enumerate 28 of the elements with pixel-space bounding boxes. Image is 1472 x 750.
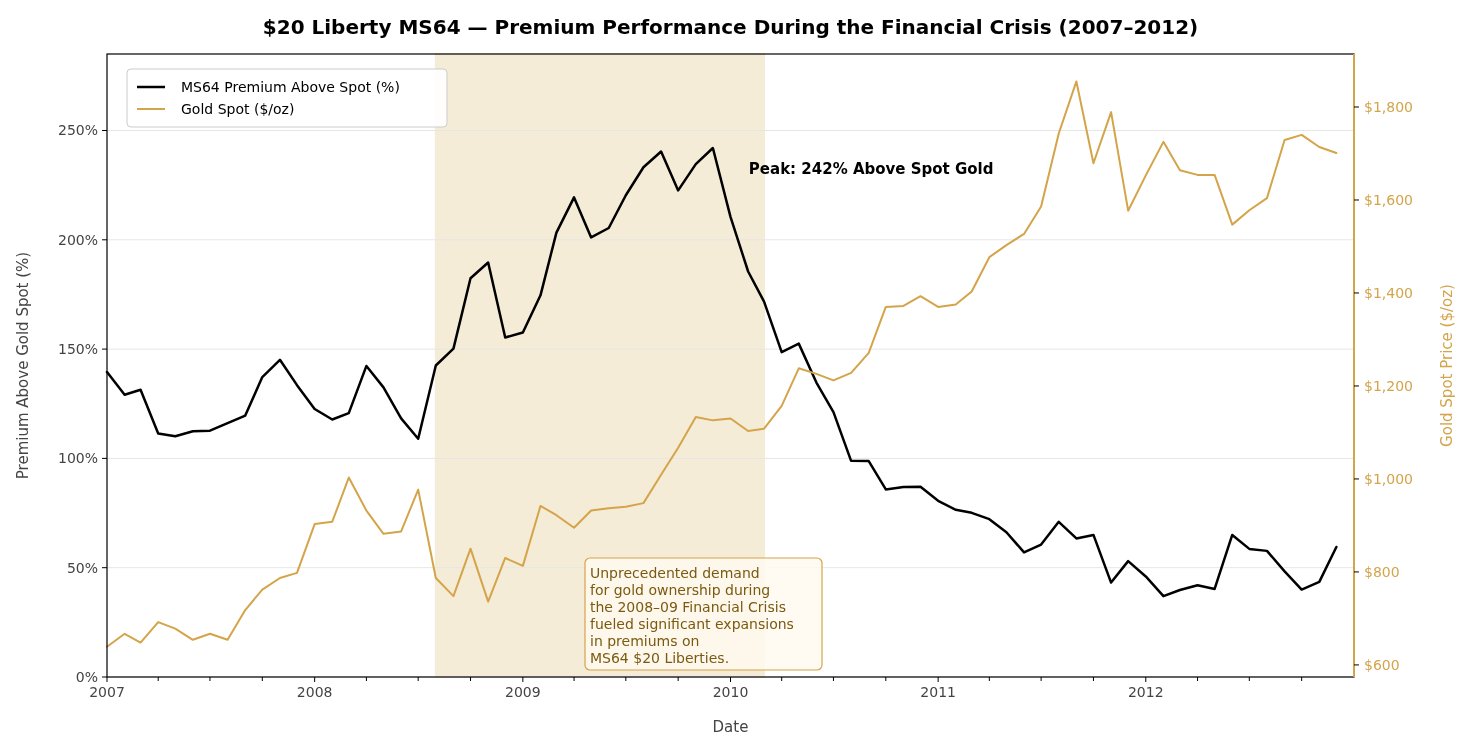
y2-tick-label: $1,600 bbox=[1364, 191, 1413, 208]
x-tick-label: 2008 bbox=[296, 684, 333, 700]
y2-tick-label: $600 bbox=[1364, 656, 1400, 673]
line-series bbox=[106, 80, 1338, 648]
legend-label: Gold Spot ($/oz) bbox=[181, 100, 295, 117]
y2-tick-label: $800 bbox=[1364, 563, 1400, 580]
y-tick-label: 150% bbox=[57, 341, 98, 358]
x-tick-label: 2007 bbox=[89, 684, 125, 700]
x-tick-label: 2010 bbox=[712, 684, 749, 700]
annotation: Unprecedented demand for gold ownership during the 2008–09 Financial Crisis fueled significant expansions in premiums on MS64 $20 Liberties. bbox=[590, 564, 794, 666]
y-axis-title: Premium Above Gold Spot (%) bbox=[14, 251, 32, 480]
x-tick-label: 2009 bbox=[505, 684, 541, 700]
y-tick-label: 0% bbox=[75, 668, 98, 685]
y-tick-label: 200% bbox=[57, 231, 98, 248]
y2-tick-label: $1,400 bbox=[1364, 284, 1413, 301]
y-tick-label: 250% bbox=[57, 122, 98, 139]
y-tick-label: 100% bbox=[57, 450, 98, 467]
x-tick-label: 2011 bbox=[920, 684, 956, 700]
x-tick-label: 2012 bbox=[1127, 684, 1164, 700]
x-axis-title: Date bbox=[712, 718, 749, 736]
y-tick-label: 50% bbox=[66, 559, 98, 576]
y2-axis-title: Gold Spot Price ($/oz) bbox=[1438, 284, 1456, 447]
y2-tick-label: $1,800 bbox=[1364, 98, 1413, 115]
y2-tick-label: $1,000 bbox=[1364, 470, 1413, 487]
y2-tick-label: $1,200 bbox=[1364, 377, 1413, 394]
legend-label: MS64 Premium Above Spot (%) bbox=[181, 78, 400, 95]
chart-title: $20 Liberty MS64 — Premium Performance During the Financial Crisis (2007–2012) bbox=[262, 15, 1199, 39]
annotation: Peak: 242% Above Spot Gold bbox=[748, 160, 994, 179]
